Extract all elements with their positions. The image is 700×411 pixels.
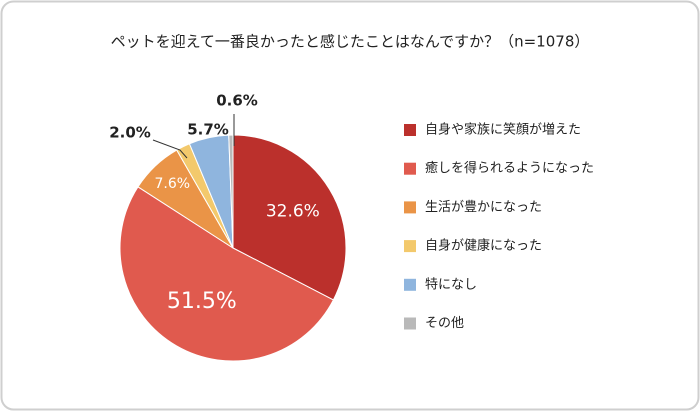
legend-label: 生活が豊かになった bbox=[425, 200, 542, 215]
data-label: 51.5% bbox=[167, 289, 237, 314]
legend: 自身や家族に笑顔が増えた癒しを得られるようになった生活が豊かになった自身が健康に… bbox=[404, 122, 594, 331]
legend-swatch bbox=[404, 317, 416, 330]
pie: 32.6% 51.5% 7.6% 2.0% 5.7% 0.6% bbox=[109, 92, 347, 362]
legend-label: 癒しを得られるようになった bbox=[425, 160, 594, 176]
data-label: 5.7% bbox=[187, 121, 229, 139]
leader-line bbox=[152, 139, 188, 159]
legend-swatch bbox=[404, 162, 416, 175]
legend-swatch bbox=[404, 278, 416, 291]
legend-label: 特になし bbox=[425, 277, 477, 292]
legend-swatch bbox=[404, 124, 416, 136]
data-label: 32.6% bbox=[266, 202, 320, 222]
data-label: 2.0% bbox=[109, 124, 151, 142]
legend-swatch bbox=[404, 240, 416, 253]
legend-label: その他 bbox=[425, 316, 464, 331]
legend-swatch bbox=[404, 201, 416, 214]
legend-label: 自身や家族に笑顔が増えた bbox=[425, 122, 581, 138]
data-label: 7.6% bbox=[154, 176, 190, 192]
pie-slice bbox=[232, 134, 347, 301]
pie-slice bbox=[228, 134, 234, 249]
pie-slice bbox=[119, 186, 335, 362]
data-label: 0.6% bbox=[216, 92, 258, 110]
chart-title: ペットを迎えて一番良かったと感じたことはなんですか？（n=1078） bbox=[111, 33, 590, 51]
legend-label: 自身が健康になった bbox=[425, 238, 542, 254]
